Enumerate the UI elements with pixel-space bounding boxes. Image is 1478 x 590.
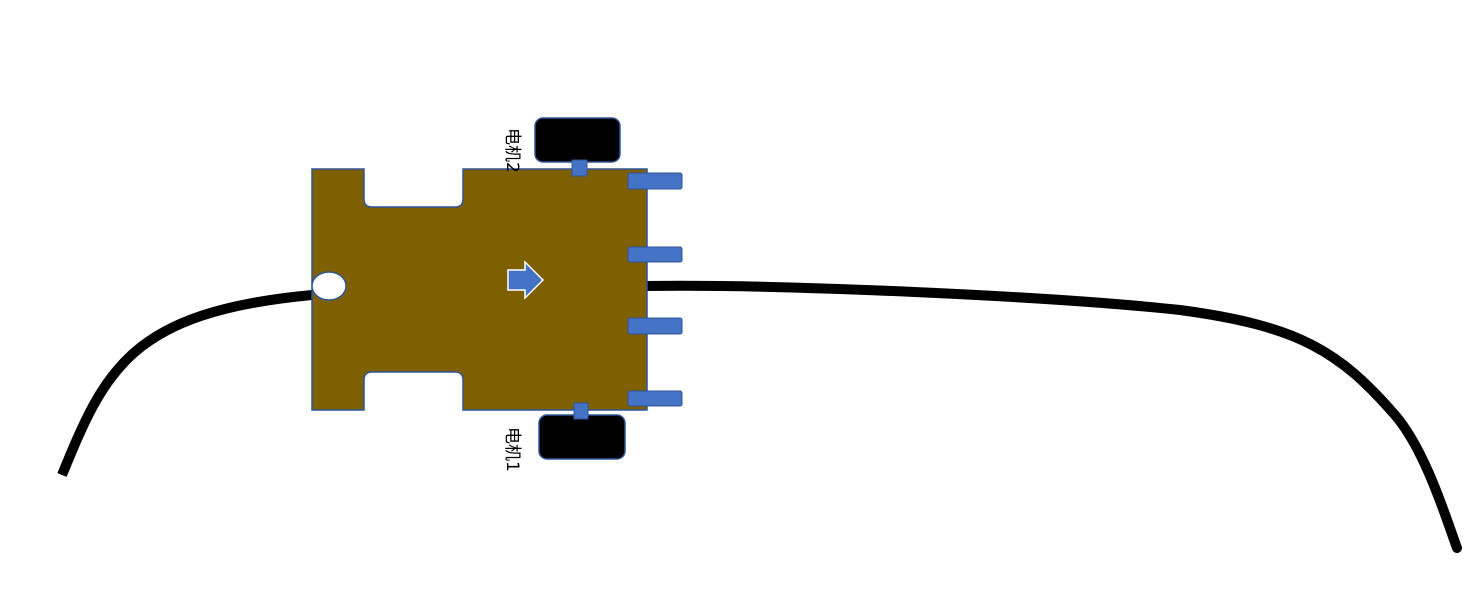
ir-sensor-2 — [627, 246, 683, 263]
ir-sensor-1 — [627, 172, 683, 190]
wheel-motor-1 — [538, 414, 626, 460]
right-arrow-icon — [507, 260, 545, 300]
track-line-left — [57, 290, 313, 477]
robot-chassis — [311, 168, 648, 411]
wheel-motor-2 — [534, 117, 621, 163]
motor-2-label: 电机2 — [502, 128, 522, 173]
caster-wheel — [311, 271, 347, 301]
ir-sensor-3 — [627, 317, 683, 335]
axle-motor-1 — [573, 402, 589, 420]
motor-1-label: 电机1 — [502, 427, 522, 472]
axle-motor-2 — [571, 159, 588, 177]
track-line-right — [641, 280, 1462, 553]
ir-sensor-4 — [627, 390, 683, 407]
